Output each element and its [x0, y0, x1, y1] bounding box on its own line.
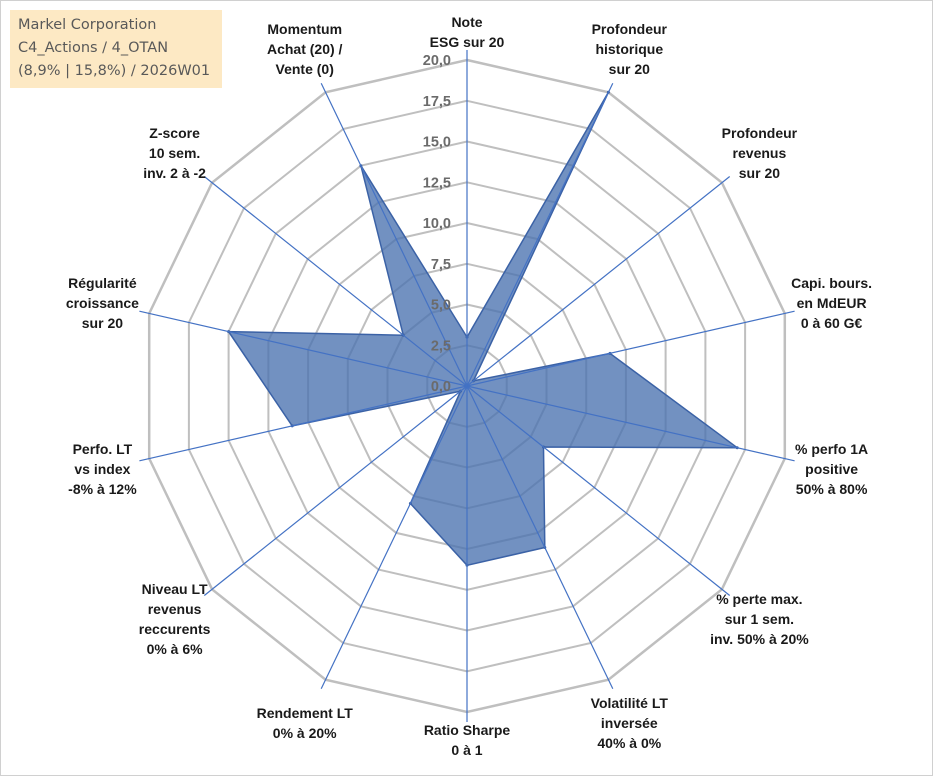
title-line-category: C4_Actions / 4_OTAN	[18, 40, 169, 56]
tick-label: 10,0	[423, 216, 451, 232]
title-box: Markel Corporation C4_Actions / 4_OTAN (…	[10, 10, 222, 88]
tick-label: 0,0	[431, 379, 451, 395]
tick-label: 2,5	[431, 338, 451, 354]
axis-spoke	[466, 83, 614, 387]
axis-label: Niveau LT revenus reccurents 0% à 6%	[139, 581, 211, 657]
series-layer	[227, 90, 740, 567]
axis-spokes	[139, 50, 795, 722]
axis-label: Rendement LT 0% à 20%	[257, 705, 354, 741]
tick-label: 15,0	[423, 135, 451, 151]
axis-label: Z-score 10 sem. inv. 2 à -2	[143, 125, 206, 181]
axis-label: Capi. bours. en MdEUR 0 à 60 G€	[791, 275, 872, 331]
axis-label: Perfo. LT vs index -8% à 12%	[68, 441, 137, 497]
axis-label: Profondeur revenus sur 20	[722, 125, 798, 181]
axis-spoke	[466, 385, 614, 689]
axis-label: Momentum Achat (20) / Vente (0)	[267, 21, 343, 77]
axis-label: Volatilité LT inversée 40% à 0%	[591, 695, 669, 751]
axis-label: Note ESG sur 20	[430, 14, 505, 50]
axis-label: Ratio Sharpe 0 à 1	[424, 722, 511, 758]
title-line-company: Markel Corporation	[18, 17, 157, 33]
tick-label: 5,0	[431, 298, 451, 314]
axis-labels: Note ESG sur 20 Profondeur historique sur 20…	[66, 14, 872, 758]
axis-spoke	[203, 385, 468, 596]
radial-tick-labels: 0,0 2,5 5,0 7,5 10,0 12,5 15,0 17,5 20,0	[423, 53, 451, 395]
axis-spoke	[466, 385, 795, 462]
tick-label: 12,5	[423, 175, 451, 191]
axis-spoke	[466, 176, 731, 387]
axis-spoke	[139, 385, 468, 462]
title-line-stats: (8,9% | 15,8%) / 2026W01	[18, 63, 211, 79]
axis-spoke	[139, 310, 468, 387]
axis-label: % perte max. sur 1 sem. inv. 50% à 20%	[710, 591, 809, 647]
axis-spoke	[320, 385, 468, 689]
axis-spoke	[320, 83, 468, 387]
axis-spoke	[466, 310, 795, 387]
axis-label: Profondeur historique sur 20	[592, 21, 668, 77]
axis-label: % perfo 1A positive 50% à 80%	[795, 441, 868, 497]
axis-label: Régularité croissance sur 20	[66, 275, 139, 331]
tick-label: 20,0	[423, 53, 451, 69]
axis-spoke	[203, 176, 468, 387]
tick-label: 7,5	[431, 257, 451, 273]
tick-label: 17,5	[423, 94, 451, 110]
axis-spoke	[466, 385, 731, 596]
